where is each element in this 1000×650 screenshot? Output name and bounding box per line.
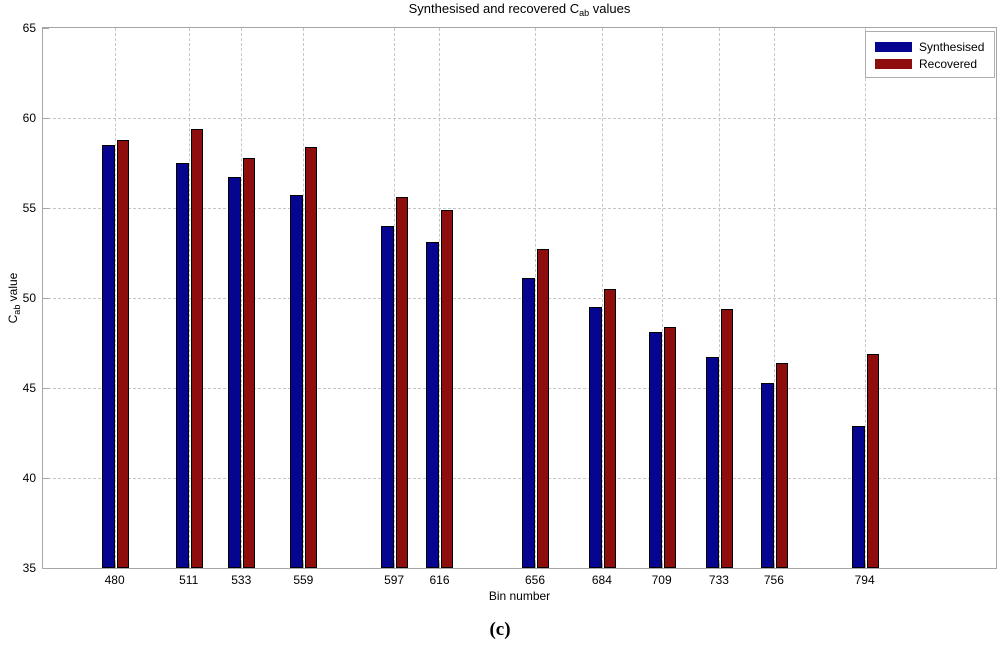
- vertical-gridline: [661, 28, 663, 568]
- bar-recovered-756: [775, 362, 788, 568]
- legend-swatch-synthesised: [875, 41, 912, 52]
- bar-synthesised-559: [290, 195, 304, 568]
- y-tick-label: 65: [22, 21, 36, 35]
- x-tick-mark: [661, 563, 663, 568]
- chart-title-suffix: values: [589, 1, 631, 16]
- chart-title: Synthesised and recovered Cab values: [43, 1, 996, 18]
- legend: Synthesised Recovered: [865, 31, 995, 78]
- bar-synthesised-533: [228, 177, 242, 568]
- bar-synthesised-511: [175, 163, 189, 568]
- x-tick-mark: [114, 563, 116, 568]
- bar-synthesised-733: [705, 357, 719, 568]
- horizontal-gridline: [43, 118, 996, 119]
- vertical-gridline: [114, 28, 116, 568]
- figure-caption: (c): [489, 619, 511, 640]
- vertical-gridline: [601, 28, 603, 568]
- bar-recovered-559: [305, 146, 318, 568]
- plot-area: Synthesised Recovered: [42, 27, 997, 569]
- bar-synthesised-656: [522, 278, 536, 568]
- y-tick-label: 50: [22, 291, 36, 305]
- x-tick-mark: [773, 563, 775, 568]
- x-tick-label: 597: [384, 573, 405, 587]
- legend-item-recovered: Recovered: [875, 55, 987, 72]
- bar-recovered-511: [190, 128, 203, 568]
- y-tick-mark: [43, 298, 49, 299]
- y-tick-label: 45: [22, 381, 36, 395]
- x-tick-mark: [188, 563, 190, 568]
- bar-synthesised-597: [381, 226, 395, 568]
- vertical-gridline: [303, 28, 305, 568]
- y-axis-label-text: C: [6, 314, 20, 324]
- bar-recovered-480: [116, 139, 129, 568]
- legend-label-synthesised: Synthesised: [919, 39, 985, 54]
- chart-title-text: Synthesised and recovered C: [408, 1, 580, 16]
- bar-recovered-733: [720, 308, 733, 568]
- x-tick-label: 656: [525, 573, 546, 587]
- vertical-gridline: [241, 28, 243, 568]
- vertical-gridline: [864, 28, 866, 568]
- bar-recovered-616: [441, 209, 454, 568]
- vertical-gridline: [718, 28, 720, 568]
- x-tick-label: 533: [231, 573, 252, 587]
- bar-recovered-709: [663, 326, 676, 568]
- x-tick-label: 733: [708, 573, 729, 587]
- bar-recovered-597: [396, 197, 409, 568]
- x-tick-mark: [535, 563, 537, 568]
- y-axis-label-subscript: ab: [12, 304, 22, 315]
- x-tick-mark: [601, 563, 603, 568]
- vertical-gridline: [439, 28, 441, 568]
- vertical-gridline: [394, 28, 396, 568]
- bar-recovered-684: [603, 289, 616, 568]
- bar-synthesised-709: [648, 332, 662, 568]
- vertical-gridline: [188, 28, 190, 568]
- bar-recovered-533: [243, 157, 256, 568]
- horizontal-gridline: [43, 388, 996, 389]
- legend-swatch-recovered: [875, 58, 912, 69]
- x-tick-label: 511: [179, 573, 199, 587]
- x-tick-mark: [303, 563, 305, 568]
- x-tick-mark: [864, 563, 866, 568]
- x-tick-mark: [439, 563, 441, 568]
- y-tick-label: 60: [22, 111, 36, 125]
- chart-title-subscript: ab: [579, 8, 590, 18]
- vertical-gridline: [535, 28, 537, 568]
- x-tick-mark: [241, 563, 243, 568]
- x-tick-label: 794: [854, 573, 875, 587]
- bar-recovered-656: [537, 249, 550, 568]
- x-tick-label: 709: [651, 573, 672, 587]
- y-tick-mark: [43, 28, 49, 29]
- vertical-gridline: [773, 28, 775, 568]
- bar-synthesised-756: [760, 382, 774, 568]
- y-tick-mark: [43, 118, 49, 119]
- x-tick-label: 616: [429, 573, 450, 587]
- legend-label-recovered: Recovered: [919, 56, 978, 71]
- y-tick-label: 35: [22, 561, 36, 575]
- legend-item-synthesised: Synthesised: [875, 38, 987, 55]
- x-tick-mark: [394, 563, 396, 568]
- bar-synthesised-794: [851, 425, 865, 568]
- y-tick-label: 55: [22, 201, 36, 215]
- horizontal-gridline: [43, 478, 996, 479]
- bar-recovered-794: [866, 353, 879, 568]
- bar-synthesised-684: [588, 307, 602, 568]
- x-axis-label: Bin number: [488, 589, 551, 603]
- x-tick-label: 684: [591, 573, 612, 587]
- y-tick-mark: [43, 478, 49, 479]
- horizontal-gridline: [43, 298, 996, 299]
- x-tick-mark: [718, 563, 720, 568]
- x-tick-label: 756: [763, 573, 784, 587]
- x-tick-label: 480: [104, 573, 125, 587]
- y-tick-mark: [43, 388, 49, 389]
- y-tick-label: 40: [22, 471, 36, 485]
- horizontal-gridline: [43, 208, 996, 209]
- bar-synthesised-480: [101, 145, 115, 568]
- y-tick-mark: [43, 208, 49, 209]
- bar-synthesised-616: [426, 242, 440, 568]
- x-tick-label: 559: [293, 573, 314, 587]
